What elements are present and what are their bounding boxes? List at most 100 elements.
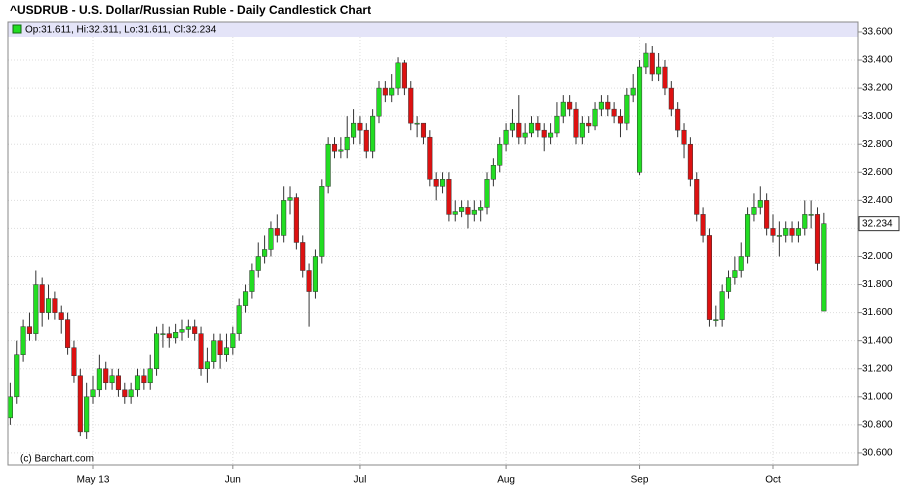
candle-body [789, 228, 795, 236]
legend-swatch [12, 24, 22, 34]
candle-body [357, 122, 363, 131]
candle-body [179, 329, 185, 333]
candle-body [281, 200, 287, 236]
candle-body [516, 122, 522, 138]
candle-body [249, 270, 255, 292]
candle-body [370, 115, 376, 152]
legend-bar [8, 22, 858, 37]
candle-body [376, 87, 382, 117]
candle-body [484, 179, 490, 208]
candle-body [230, 333, 236, 348]
candle-body [738, 256, 744, 271]
candle-body [503, 129, 509, 145]
candle-body [687, 143, 693, 180]
candle-body [751, 207, 757, 215]
candle-body [706, 235, 713, 320]
y-tick-label: 33.400 [862, 55, 893, 66]
candle-body [306, 270, 312, 292]
candle-body [490, 165, 496, 180]
candle-body [300, 242, 306, 271]
candle-body [459, 207, 465, 212]
x-tick-label: Sep [631, 475, 649, 486]
x-tick-label: Oct [765, 475, 781, 486]
candle-body [204, 361, 210, 369]
candle-body [319, 186, 325, 257]
candle-body [433, 179, 439, 187]
candle-body [287, 197, 293, 201]
y-tick-label: 31.400 [862, 335, 893, 346]
y-tick-label: 33.600 [862, 27, 893, 38]
candle-body [821, 223, 827, 312]
candle-body [173, 332, 179, 339]
candle-body [509, 122, 515, 131]
candle-body [598, 101, 604, 110]
x-tick-label: May 13 [77, 475, 110, 486]
candle-body [414, 122, 420, 125]
candle-body [656, 66, 662, 75]
candle-body [185, 326, 191, 330]
candle-body [401, 62, 407, 89]
candle-body [7, 396, 13, 419]
candle-body [90, 389, 96, 398]
candle-body [192, 326, 198, 334]
candle-body [694, 179, 700, 215]
candle-body [338, 149, 344, 152]
candle-body [115, 375, 121, 391]
candle-body [33, 284, 39, 334]
candle-body [478, 207, 484, 211]
candle-body [39, 284, 45, 313]
candle-body [541, 129, 547, 138]
candle-body [560, 101, 566, 117]
candle-body [548, 132, 554, 138]
candle-body [198, 333, 204, 369]
candle-body [363, 129, 369, 152]
candle-body [26, 326, 33, 334]
chart-title: ^USDRUB - U.S. Dollar/Russian Ruble - Da… [10, 3, 371, 17]
x-tick-label: Jun [225, 475, 241, 486]
candle-body [808, 214, 814, 216]
y-tick-label: 30.800 [862, 420, 893, 431]
candle-body [630, 87, 636, 96]
candle-body [166, 333, 172, 339]
y-tick-label: 32.000 [862, 251, 893, 262]
candle-body [65, 319, 71, 348]
candle-body [624, 94, 630, 124]
candle-body [84, 396, 90, 433]
candle-body [732, 270, 738, 278]
candle-body [420, 122, 427, 138]
candle-body [497, 143, 503, 166]
x-tick-label: Jul [354, 475, 367, 486]
candle-body [58, 312, 64, 320]
candle-body [471, 209, 477, 215]
candle-body [757, 200, 763, 208]
candle-body [802, 214, 808, 229]
candle-body [325, 143, 331, 187]
candle-body [274, 228, 280, 236]
candle-body [160, 333, 166, 335]
candle-body [814, 214, 821, 264]
candle-body [446, 179, 452, 215]
candle-body [217, 340, 223, 355]
candle-body [617, 115, 624, 124]
candle-body [109, 375, 115, 384]
candle-body [579, 122, 585, 138]
last-price-label: 32.234 [862, 218, 893, 229]
y-tick-label: 32.600 [862, 167, 893, 178]
candle-body [535, 122, 541, 131]
legend-text: Op:31.611, Hi:32.311, Lo:31.611, Cl:32.2… [25, 25, 217, 36]
candle-body [141, 375, 147, 384]
candle-body [262, 249, 268, 257]
candle-body [452, 211, 458, 215]
candle-body [573, 108, 579, 138]
candle-body [700, 214, 706, 236]
candle-body [255, 256, 261, 271]
candle-body [52, 298, 58, 313]
candle-body [567, 101, 573, 110]
candle-body [122, 389, 128, 398]
candle-body [427, 136, 433, 180]
candle-body [293, 197, 299, 243]
candle-body [649, 52, 655, 75]
candle-body [103, 368, 109, 384]
candle-body [128, 389, 134, 398]
candle-body [351, 122, 357, 138]
